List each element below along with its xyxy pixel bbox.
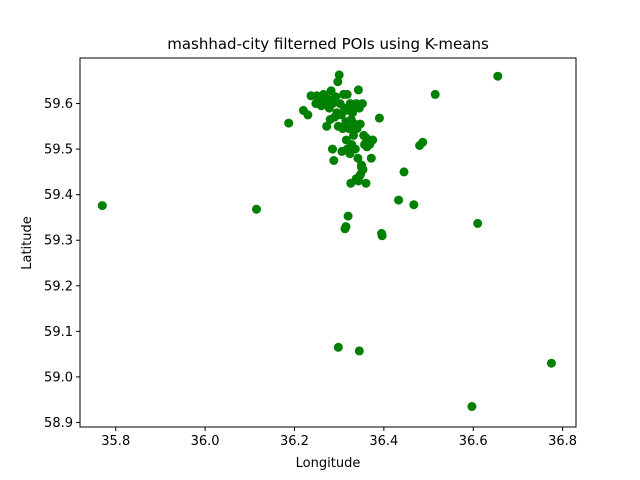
data-point bbox=[334, 70, 344, 80]
y-tick-label: 59.1 bbox=[44, 325, 73, 340]
data-point bbox=[350, 144, 360, 154]
data-point bbox=[473, 218, 483, 228]
y-tick-label: 59.0 bbox=[44, 370, 73, 385]
data-point bbox=[97, 201, 107, 211]
data-point bbox=[353, 153, 363, 163]
data-point bbox=[331, 92, 341, 102]
data-point bbox=[357, 99, 367, 109]
data-point bbox=[394, 195, 404, 205]
data-point bbox=[418, 137, 428, 147]
chart-title: mashhad-city filterned POIs using K-mean… bbox=[167, 35, 489, 53]
data-point bbox=[355, 119, 365, 129]
data-point bbox=[348, 108, 358, 118]
data-point bbox=[493, 71, 503, 81]
data-point bbox=[353, 85, 363, 95]
data-point bbox=[333, 77, 343, 87]
ticks-layer: 35.8 36.0 36.2 36.4 36.6 36.8 58.9 59.0 59.1 59.2… bbox=[44, 97, 577, 449]
y-axis-label: Latitude bbox=[20, 216, 35, 270]
data-point bbox=[430, 89, 440, 99]
x-tick-label: 36.0 bbox=[191, 434, 220, 449]
data-point bbox=[284, 118, 294, 128]
data-point bbox=[343, 211, 353, 221]
data-point bbox=[333, 342, 343, 352]
data-point bbox=[338, 124, 348, 134]
data-point bbox=[252, 204, 261, 214]
x-axis-label: Longitude bbox=[296, 456, 361, 471]
plot-area-frame bbox=[79, 57, 577, 428]
data-point bbox=[354, 171, 364, 181]
x-tick-label: 35.8 bbox=[101, 434, 130, 449]
data-point bbox=[546, 358, 556, 368]
data-point bbox=[328, 99, 337, 109]
data-point bbox=[336, 110, 346, 120]
data-point bbox=[357, 162, 366, 172]
data-point bbox=[341, 222, 351, 232]
y-tick-label: 59.2 bbox=[44, 279, 73, 294]
y-tick-label: 59.5 bbox=[44, 143, 73, 158]
data-point bbox=[361, 178, 371, 188]
data-point bbox=[467, 402, 477, 411]
data-point bbox=[377, 231, 387, 241]
y-tick-label: 59.4 bbox=[44, 188, 73, 203]
x-tick-label: 36.4 bbox=[369, 434, 398, 449]
data-point bbox=[409, 200, 419, 210]
data-point bbox=[368, 135, 378, 145]
x-tick-label: 36.8 bbox=[548, 434, 577, 449]
y-tick-label: 58.9 bbox=[44, 416, 73, 431]
data-point bbox=[342, 89, 352, 99]
data-point bbox=[366, 153, 376, 163]
data-point bbox=[322, 121, 332, 131]
points-layer bbox=[97, 70, 556, 411]
data-point bbox=[374, 113, 384, 123]
data-point bbox=[354, 346, 364, 356]
data-point bbox=[303, 110, 313, 120]
x-tick-label: 36.2 bbox=[280, 434, 309, 449]
y-tick-label: 59.6 bbox=[44, 97, 73, 112]
data-point bbox=[329, 156, 339, 165]
data-point bbox=[399, 167, 409, 177]
data-point bbox=[349, 130, 358, 140]
data-point bbox=[328, 144, 337, 154]
y-tick-label: 59.3 bbox=[44, 234, 73, 249]
x-tick-label: 36.6 bbox=[459, 434, 488, 449]
